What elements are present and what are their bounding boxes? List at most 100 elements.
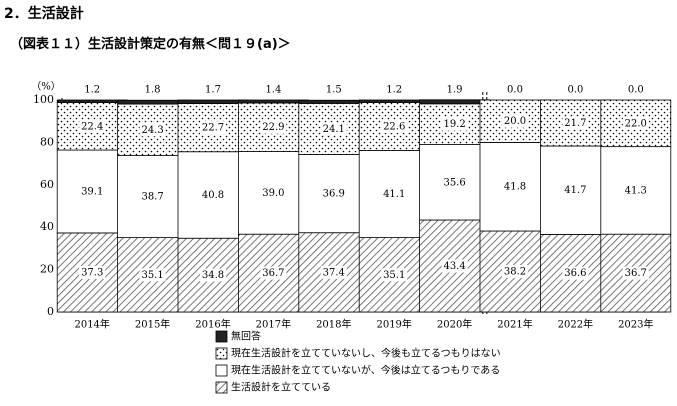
data-label-top: 0.0 (628, 85, 644, 96)
y-unit-label: （%） (31, 81, 61, 93)
x-tick-label: 2017年 (256, 318, 291, 331)
data-label: 41.1 (383, 189, 405, 200)
data-label-bg (441, 175, 468, 189)
data-label-top: 1.4 (265, 85, 281, 96)
figure-title: （図表１１）生活設計策定の有無＜問１９(a)＞ (10, 37, 291, 52)
y-tick-label: 100 (33, 93, 54, 106)
x-tick-label: 2021年 (497, 318, 532, 331)
data-label-bg (381, 187, 408, 201)
data-label-bg (622, 183, 649, 197)
data-label-bg (200, 268, 226, 282)
data-label: 39.0 (262, 188, 284, 199)
data-label-bg (260, 120, 287, 134)
data-label-top: 1.7 (205, 85, 221, 96)
bar-segment-black (177, 99, 249, 105)
legend-label: 無回答 (231, 330, 261, 343)
data-label: 39.1 (81, 186, 103, 197)
data-label: 40.8 (202, 190, 224, 201)
y-tick-label: 20 (40, 263, 54, 276)
data-label-bg (79, 119, 106, 133)
data-label-top: 1.2 (386, 85, 402, 96)
data-label: 21.7 (564, 118, 586, 129)
data-label: 22.7 (202, 123, 224, 134)
data-label-top: 1.5 (326, 85, 342, 96)
data-label-top: 1.9 (447, 85, 463, 96)
bar-segment-black (56, 99, 128, 103)
data-label-bg (441, 259, 468, 273)
x-tick-label: 2016年 (195, 318, 230, 331)
data-label: 24.3 (141, 125, 163, 136)
data-label: 38.7 (141, 192, 163, 203)
data-label-top: 0.0 (567, 85, 583, 96)
bar-segment-black (237, 99, 309, 104)
data-label: 22.4 (81, 121, 103, 132)
legend-swatch-black (215, 330, 228, 343)
y-tick-label: 0 (47, 305, 54, 318)
data-label: 35.1 (383, 270, 405, 281)
data-label: 36.7 (625, 268, 647, 279)
data-label-bg (622, 266, 649, 280)
data-label-bg (320, 122, 347, 136)
data-label-bg (562, 266, 589, 280)
data-label: 41.7 (564, 185, 586, 196)
y-tick-label: 60 (40, 178, 54, 191)
data-label-bg (562, 183, 589, 197)
data-label-bg (200, 121, 226, 135)
data-label-bg (79, 265, 106, 279)
data-label-bg (139, 123, 166, 137)
data-label: 37.4 (323, 267, 345, 278)
y-tick-label: 40 (40, 220, 54, 233)
data-label-bg (79, 184, 106, 198)
x-tick-label: 2022年 (558, 318, 593, 331)
x-tick-label: 2018年 (316, 318, 351, 331)
data-label-bg (320, 187, 347, 201)
data-label: 41.8 (504, 182, 526, 193)
legend-swatch-white (215, 364, 228, 377)
data-label-bg (381, 268, 408, 282)
section-title: 2．生活設計 (4, 6, 84, 22)
data-label: 36.9 (323, 189, 345, 200)
legend-label: 現在生活設計を立てていないし、今後も立てるつもりはない (231, 347, 501, 360)
data-label: 36.6 (564, 268, 586, 279)
data-label-bg (260, 266, 287, 280)
data-label-bg (139, 190, 166, 204)
bar-segment-black (298, 99, 370, 104)
data-label-top: 1.2 (84, 85, 100, 96)
data-label: 35.6 (443, 177, 465, 188)
data-label-bg (139, 268, 166, 282)
bar-segment-hatch (117, 237, 188, 313)
legend-label: 現在生活設計を立てていないが、今後は立てるつもりである (231, 364, 500, 377)
data-label: 36.7 (262, 268, 284, 279)
data-label: 43.4 (443, 261, 465, 272)
data-label: 34.8 (202, 270, 224, 281)
bar-segment-black (419, 99, 491, 105)
x-tick-label: 2023年 (618, 318, 653, 331)
data-label: 22.0 (625, 118, 647, 129)
data-label-bg (381, 120, 408, 133)
data-label: 22.9 (262, 122, 284, 133)
x-tick-label: 2014年 (74, 318, 109, 331)
data-label-bg (502, 265, 528, 279)
x-tick-label: 2020年 (437, 318, 472, 331)
data-label-bg (562, 116, 589, 130)
data-label: 37.3 (81, 267, 103, 278)
x-tick-label: 2015年 (135, 318, 170, 331)
data-label-top: 1.8 (145, 85, 161, 96)
data-label: 22.6 (383, 122, 405, 133)
data-label-bg (622, 116, 649, 130)
data-label-bg (200, 188, 226, 202)
legend-label: 生活設計を立てている (231, 381, 331, 394)
data-label: 20.0 (504, 116, 526, 127)
y-tick-label: 80 (40, 135, 54, 148)
data-label-top: 0.0 (507, 85, 523, 96)
data-label-bg (502, 180, 528, 194)
data-label: 19.2 (443, 119, 465, 130)
data-label: 41.3 (625, 185, 647, 196)
data-label-bg (502, 114, 528, 128)
bar-segment-black (117, 99, 188, 105)
data-label-bg (441, 117, 468, 131)
data-label-bg (320, 265, 347, 279)
data-label-bg (260, 186, 287, 200)
data-label: 24.1 (323, 124, 345, 135)
